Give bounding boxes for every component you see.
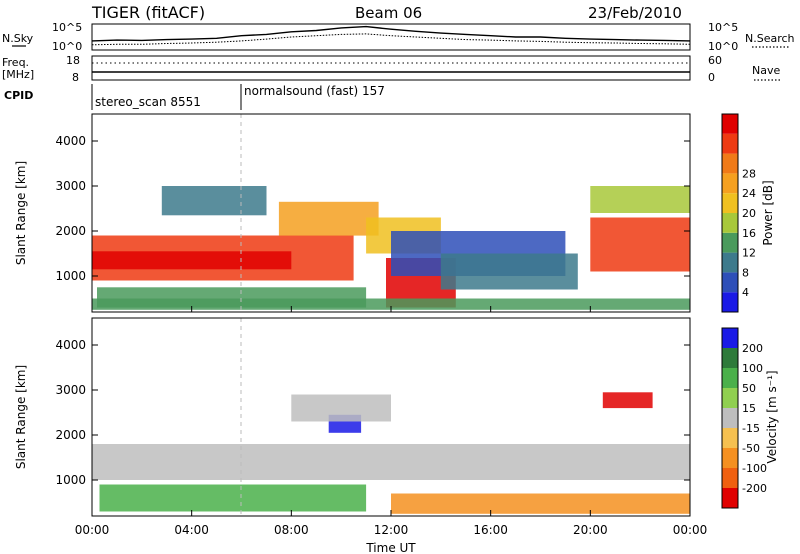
colorbar-segment [722, 272, 738, 293]
freq-panel: Freq. [MHz] 18 8 60 0 Nave [2, 54, 782, 84]
colorbar-segment [722, 348, 738, 368]
colorbar-segment [722, 408, 738, 428]
vel-blobs-blob [92, 444, 690, 480]
colorbar-tick-label: 16 [742, 227, 756, 240]
colorbar-segment [722, 368, 738, 388]
mhz-label: [MHz] [2, 68, 34, 81]
beam-label: Beam 06 [355, 4, 422, 22]
colorbar-segment [722, 428, 738, 448]
xtick-label: 08:00 [274, 523, 309, 537]
power-blobs-blob [278, 201, 379, 236]
power-panel: 1000 2000 3000 4000 Slant Range [km] 4 8 12 16… [14, 113, 775, 313]
ytick-label: 3000 [55, 179, 86, 193]
date-label: 23/Feb/2010 [588, 4, 682, 22]
n-search-tick-top: 10^5 [708, 21, 738, 34]
colorbar-tick-label: 8 [742, 266, 749, 279]
xtick-label: 00:00 [673, 523, 708, 537]
vel-blobs-blob [291, 394, 391, 422]
colorbar-tick-label: -15 [742, 422, 760, 435]
colorbar-segment [722, 213, 738, 233]
cpid-label: CPID [4, 89, 33, 102]
n-sky-tick-top: 10^5 [52, 21, 82, 34]
colorbar-segment [722, 388, 738, 408]
colorbar-tick-label: 200 [742, 342, 763, 355]
colorbar-segment [722, 488, 738, 508]
colorbar-tick-label: -100 [742, 462, 767, 475]
colorbar-segment [722, 252, 738, 273]
power-blobs-blob [590, 186, 690, 213]
colorbar-tick-label: 12 [742, 247, 756, 260]
xtick-label: 16:00 [473, 523, 508, 537]
colorbar-tick-label: 28 [742, 167, 756, 180]
colorbar-segment [722, 448, 738, 468]
colorbar-tick-label: -50 [742, 442, 760, 455]
freq-label: Freq. [2, 56, 29, 69]
vel-xlabel: Time UT [365, 541, 416, 554]
power-blobs-blob [92, 251, 292, 270]
xtick-label: 04:00 [174, 523, 209, 537]
ytick-label: 4000 [55, 338, 86, 352]
colorbar-segment [722, 114, 738, 134]
vel-blobs-blob [99, 484, 367, 512]
colorbar-segment [722, 173, 738, 194]
cpid-panel: CPID stereo_scan 8551 normalsound (fast)… [4, 84, 385, 110]
n-search-tick-bottom: 10^0 [708, 40, 738, 53]
ytick-label: 1000 [55, 269, 86, 283]
colorbar-tick-label: 100 [742, 362, 763, 375]
power-blobs-blob [92, 298, 690, 310]
nave-tick-top: 60 [708, 54, 722, 67]
freq-tick-top: 18 [66, 54, 80, 67]
nave-label: Nave [752, 64, 780, 77]
ytick-label: 2000 [55, 428, 86, 442]
freq-tick-bottom: 8 [72, 71, 79, 84]
n-sky-label: N.Sky [2, 32, 34, 45]
colorbar-segment [722, 193, 738, 213]
colorbar-segment [722, 468, 738, 488]
colorbar-segment [722, 133, 738, 154]
colorbar-tick-label: -200 [742, 482, 767, 495]
vel-blobs-blob [391, 493, 690, 514]
ytick-label: 4000 [55, 134, 86, 148]
cpid-segment-2: normalsound (fast) 157 [244, 84, 385, 98]
noise-panel: N.Sky 10^5 10^0 10^5 10^0 N.Search [2, 21, 795, 53]
velocity-panel: 1000 2000 3000 4000 00:00 04:00 08:00 12:00 16:… [14, 306, 779, 554]
colorbar-tick-label: 50 [742, 382, 756, 395]
colorbar-segment [722, 292, 738, 312]
n-search-label: N.Search [745, 32, 795, 45]
xtick-label: 20:00 [573, 523, 608, 537]
vel-ylabel: Slant Range [km] [14, 365, 28, 469]
cpid-segment-1: stereo_scan 8551 [95, 95, 201, 109]
nave-tick-bottom: 0 [708, 71, 715, 84]
vel-blobs-blob [602, 392, 653, 409]
n-sky-tick-bottom: 10^0 [52, 40, 82, 53]
colorbar-tick-label: 15 [742, 402, 756, 415]
power-ylabel: Slant Range [km] [14, 161, 28, 265]
colorbar-segment [722, 153, 738, 174]
colorbar-tick-label: 20 [742, 207, 756, 220]
colorbar-tick-label: 24 [742, 187, 756, 200]
ytick-label: 2000 [55, 224, 86, 238]
xtick-label: 00:00 [75, 523, 110, 537]
vel-colorbar-label: Velocity [m s⁻¹] [765, 370, 779, 463]
power-blobs-blob [161, 186, 267, 216]
xtick-label: 12:00 [374, 523, 409, 537]
n-search-series [91, 33, 691, 46]
power-colorbar-label: Power [dB] [761, 180, 775, 245]
ytick-label: 3000 [55, 383, 86, 397]
colorbar-segment [722, 328, 738, 348]
colorbar-tick-label: 4 [742, 286, 749, 299]
plot-title: TIGER (fitACF) [91, 3, 205, 22]
colorbar-segment [722, 232, 738, 253]
power-blobs-blob [590, 217, 690, 272]
power-blobs-blob [440, 253, 578, 290]
ytick-label: 1000 [55, 473, 86, 487]
n-sky-series [91, 25, 691, 42]
